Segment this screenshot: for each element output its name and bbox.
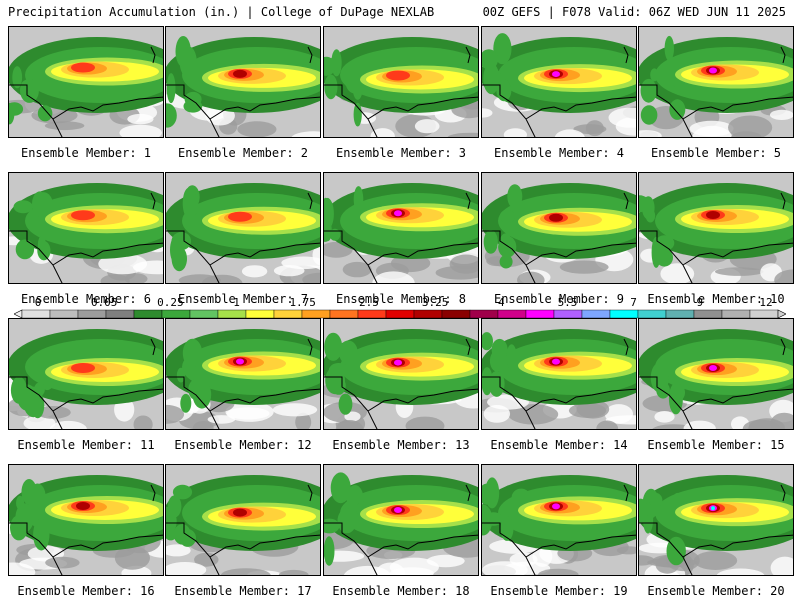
panel-label-6: Ensemble Member: 6 [20, 292, 152, 306]
panel-label-4: Ensemble Member: 4 [493, 146, 625, 160]
legend-swatch [217, 309, 247, 319]
panel-label-7: Ensemble Member: 7 [177, 292, 309, 306]
legend-swatch [329, 309, 359, 319]
map-panel-10 [638, 172, 794, 284]
legend-swatch [105, 309, 135, 319]
legend-tick-label: 2.5 [359, 296, 379, 309]
legend-left-arrow [14, 309, 23, 319]
run-info: 00Z GEFS | F078 Valid: 06Z WED JUN 11 20… [482, 5, 786, 19]
panel-label-1: Ensemble Member: 1 [20, 146, 152, 160]
legend-tick-label: 3.25 [422, 296, 449, 309]
legend-swatch [21, 309, 51, 319]
panel-label-18: Ensemble Member: 18 [332, 584, 470, 598]
legend-swatch [581, 309, 611, 319]
map-panel-8 [323, 172, 479, 284]
legend-swatch [609, 309, 639, 319]
legend-swatch [749, 309, 779, 319]
panel-label-20: Ensemble Member: 20 [647, 584, 785, 598]
legend-swatch [553, 309, 583, 319]
panel-label-15: Ensemble Member: 15 [647, 438, 785, 452]
legend-swatch [441, 309, 471, 319]
legend-tick-label: 0 [35, 296, 42, 309]
panel-label-2: Ensemble Member: 2 [177, 146, 309, 160]
panel-label-9: Ensemble Member: 9 [493, 292, 625, 306]
legend-tick-label: 4 [498, 296, 505, 309]
panel-label-5: Ensemble Member: 5 [650, 146, 782, 160]
panel-label-8: Ensemble Member: 8 [335, 292, 467, 306]
map-panel-15 [638, 318, 794, 430]
panel-label-14: Ensemble Member: 14 [490, 438, 628, 452]
legend-swatch [133, 309, 163, 319]
legend-tick-label: 1.75 [289, 296, 316, 309]
legend-swatch [637, 309, 667, 319]
legend-right-arrow [777, 309, 786, 319]
panel-label-17: Ensemble Member: 17 [174, 584, 312, 598]
panel-label-11: Ensemble Member: 11 [17, 438, 155, 452]
legend-swatch [413, 309, 443, 319]
legend-swatch [273, 309, 303, 319]
map-panel-5 [638, 26, 794, 138]
legend-swatch [721, 309, 751, 319]
map-panel-20 [638, 464, 794, 576]
legend-swatch [497, 309, 527, 319]
legend-colorbar: 0 0.05 0.25 1 1.75 2.5 3.25 4 5.5 7 9 12 [14, 296, 786, 319]
color-legend: 0 0.05 0.25 1 1.75 2.5 3.25 4 5.5 7 9 12 [14, 296, 786, 324]
map-panel-11 [8, 318, 164, 430]
legend-swatch [77, 309, 107, 319]
legend-swatch [469, 309, 499, 319]
map-panel-14 [481, 318, 637, 430]
map-panel-16 [8, 464, 164, 576]
map-panel-7 [165, 172, 321, 284]
panel-label-16: Ensemble Member: 16 [17, 584, 155, 598]
legend-tick-label: 0.05 [91, 296, 118, 309]
map-panel-9 [481, 172, 637, 284]
map-panel-18 [323, 464, 479, 576]
map-panel-17 [165, 464, 321, 576]
map-panel-13 [323, 318, 479, 430]
map-panel-2 [165, 26, 321, 138]
map-panel-12 [165, 318, 321, 430]
legend-swatch [161, 309, 191, 319]
legend-swatch [301, 309, 331, 319]
legend-tick-label: 0.25 [157, 296, 184, 309]
page-title: Precipitation Accumulation (in.) | Colle… [8, 5, 435, 19]
panel-label-10: Ensemble Member: 10 [647, 292, 785, 306]
legend-swatch [357, 309, 387, 319]
legend-swatch [189, 309, 219, 319]
map-panel-6 [8, 172, 164, 284]
map-panel-19 [481, 464, 637, 576]
legend-tick-label: 1 [233, 296, 240, 309]
legend-tick-label: 9 [696, 296, 703, 309]
legend-tick-label: 7 [630, 296, 637, 309]
panel-label-3: Ensemble Member: 3 [335, 146, 467, 160]
legend-swatch [245, 309, 275, 319]
map-panel-1 [8, 26, 164, 138]
panel-label-19: Ensemble Member: 19 [490, 584, 628, 598]
map-panel-4 [481, 26, 637, 138]
map-panel-3 [323, 26, 479, 138]
legend-tick-label: 12 [759, 296, 772, 309]
legend-swatch [525, 309, 555, 319]
panel-label-12: Ensemble Member: 12 [174, 438, 312, 452]
legend-swatch [385, 309, 415, 319]
panel-label-13: Ensemble Member: 13 [332, 438, 470, 452]
legend-tick-label: 5.5 [558, 296, 578, 309]
legend-swatch [693, 309, 723, 319]
legend-swatch [665, 309, 695, 319]
legend-swatch [49, 309, 79, 319]
